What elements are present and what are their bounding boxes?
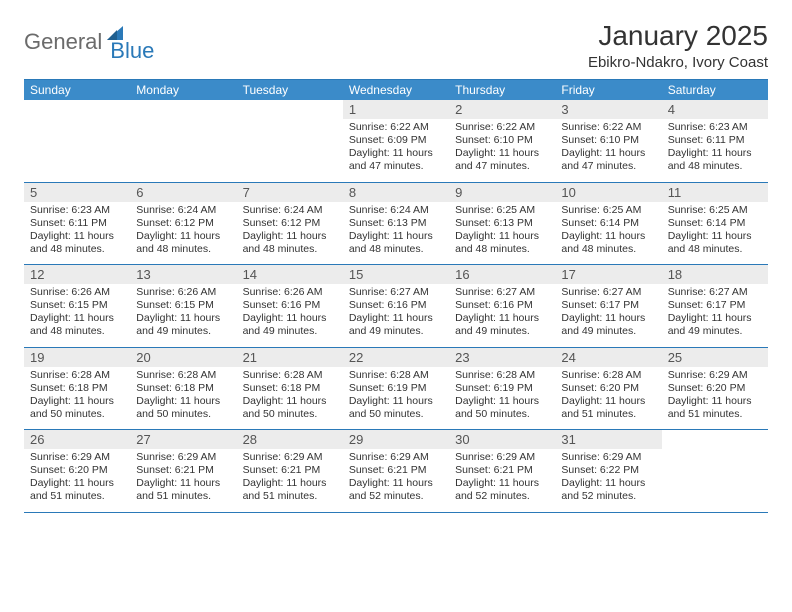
date-text-cell: Sunrise: 6:28 AMSunset: 6:19 PMDaylight:… [343,367,449,430]
date-number-cell: 29 [343,430,449,450]
date-text-cell: Sunrise: 6:24 AMSunset: 6:13 PMDaylight:… [343,202,449,265]
date-number-cell: 15 [343,265,449,285]
date-text-cell: Sunrise: 6:28 AMSunset: 6:19 PMDaylight:… [449,367,555,430]
date-text-cell: Sunrise: 6:27 AMSunset: 6:16 PMDaylight:… [343,284,449,347]
date-number-row: 12131415161718 [24,265,768,285]
date-number-cell: 1 [343,100,449,119]
date-number-cell: 16 [449,265,555,285]
date-number-cell: 27 [130,430,236,450]
date-number-cell: 25 [662,347,768,367]
date-number-cell [662,430,768,450]
date-number-row: 1234 [24,100,768,119]
date-number-cell: 28 [237,430,343,450]
calendar-page: General Blue January 2025 Ebikro-Ndakro,… [0,0,792,612]
date-text-cell: Sunrise: 6:27 AMSunset: 6:17 PMDaylight:… [662,284,768,347]
date-text-cell: Sunrise: 6:22 AMSunset: 6:10 PMDaylight:… [555,119,661,182]
date-number-cell: 26 [24,430,130,450]
date-text-cell: Sunrise: 6:26 AMSunset: 6:15 PMDaylight:… [130,284,236,347]
date-text-row: Sunrise: 6:26 AMSunset: 6:15 PMDaylight:… [24,284,768,347]
date-number-cell: 24 [555,347,661,367]
date-number-cell: 8 [343,182,449,202]
date-number-cell: 21 [237,347,343,367]
date-text-cell: Sunrise: 6:22 AMSunset: 6:09 PMDaylight:… [343,119,449,182]
date-number-cell: 18 [662,265,768,285]
date-text-cell: Sunrise: 6:24 AMSunset: 6:12 PMDaylight:… [237,202,343,265]
date-number-cell: 12 [24,265,130,285]
date-text-cell: Sunrise: 6:23 AMSunset: 6:11 PMDaylight:… [24,202,130,265]
day-header-row: Sunday Monday Tuesday Wednesday Thursday… [24,80,768,101]
date-number-cell [24,100,130,119]
date-number-cell: 30 [449,430,555,450]
date-number-cell: 10 [555,182,661,202]
date-text-cell: Sunrise: 6:29 AMSunset: 6:20 PMDaylight:… [24,449,130,512]
calendar-table: Sunday Monday Tuesday Wednesday Thursday… [24,79,768,513]
date-text-cell: Sunrise: 6:26 AMSunset: 6:16 PMDaylight:… [237,284,343,347]
title-block: January 2025 Ebikro-Ndakro, Ivory Coast [588,20,768,71]
date-number-cell: 19 [24,347,130,367]
date-text-cell: Sunrise: 6:28 AMSunset: 6:20 PMDaylight:… [555,367,661,430]
date-text-cell: Sunrise: 6:26 AMSunset: 6:15 PMDaylight:… [24,284,130,347]
date-text-cell: Sunrise: 6:27 AMSunset: 6:17 PMDaylight:… [555,284,661,347]
date-number-cell: 14 [237,265,343,285]
date-text-cell: Sunrise: 6:29 AMSunset: 6:20 PMDaylight:… [662,367,768,430]
date-number-row: 567891011 [24,182,768,202]
date-text-cell: Sunrise: 6:28 AMSunset: 6:18 PMDaylight:… [130,367,236,430]
date-number-cell: 13 [130,265,236,285]
date-text-cell: Sunrise: 6:25 AMSunset: 6:14 PMDaylight:… [662,202,768,265]
month-title: January 2025 [588,20,768,52]
date-text-cell: Sunrise: 6:25 AMSunset: 6:14 PMDaylight:… [555,202,661,265]
date-number-cell: 31 [555,430,661,450]
brand-word-2: Blue [110,38,154,64]
date-text-cell: Sunrise: 6:28 AMSunset: 6:18 PMDaylight:… [237,367,343,430]
date-number-cell: 4 [662,100,768,119]
date-text-cell: Sunrise: 6:27 AMSunset: 6:16 PMDaylight:… [449,284,555,347]
date-text-row: Sunrise: 6:29 AMSunset: 6:20 PMDaylight:… [24,449,768,512]
date-text-cell [24,119,130,182]
date-number-cell: 3 [555,100,661,119]
date-number-cell: 2 [449,100,555,119]
day-header: Thursday [449,80,555,101]
date-number-cell: 22 [343,347,449,367]
date-text-cell: Sunrise: 6:29 AMSunset: 6:21 PMDaylight:… [237,449,343,512]
brand-word-1: General [24,29,102,55]
day-header: Sunday [24,80,130,101]
date-number-cell: 9 [449,182,555,202]
brand-logo: General Blue [24,20,154,64]
date-text-cell: Sunrise: 6:29 AMSunset: 6:21 PMDaylight:… [130,449,236,512]
location-text: Ebikro-Ndakro, Ivory Coast [588,54,768,71]
date-number-cell: 17 [555,265,661,285]
day-header: Tuesday [237,80,343,101]
date-text-cell: Sunrise: 6:25 AMSunset: 6:13 PMDaylight:… [449,202,555,265]
date-number-cell [237,100,343,119]
date-text-cell: Sunrise: 6:28 AMSunset: 6:18 PMDaylight:… [24,367,130,430]
date-number-cell: 6 [130,182,236,202]
date-number-cell: 11 [662,182,768,202]
date-text-row: Sunrise: 6:28 AMSunset: 6:18 PMDaylight:… [24,367,768,430]
calendar-body: 1234Sunrise: 6:22 AMSunset: 6:09 PMDayli… [24,100,768,512]
date-text-cell [237,119,343,182]
day-header: Saturday [662,80,768,101]
date-number-row: 262728293031 [24,430,768,450]
date-text-cell: Sunrise: 6:22 AMSunset: 6:10 PMDaylight:… [449,119,555,182]
date-text-row: Sunrise: 6:23 AMSunset: 6:11 PMDaylight:… [24,202,768,265]
date-number-cell: 7 [237,182,343,202]
day-header: Monday [130,80,236,101]
date-text-cell: Sunrise: 6:29 AMSunset: 6:21 PMDaylight:… [449,449,555,512]
date-text-cell [130,119,236,182]
date-number-cell [130,100,236,119]
date-text-row: Sunrise: 6:22 AMSunset: 6:09 PMDaylight:… [24,119,768,182]
header-row: General Blue January 2025 Ebikro-Ndakro,… [24,20,768,71]
date-number-cell: 20 [130,347,236,367]
date-text-cell: Sunrise: 6:23 AMSunset: 6:11 PMDaylight:… [662,119,768,182]
date-number-cell: 5 [24,182,130,202]
date-number-row: 19202122232425 [24,347,768,367]
date-text-cell: Sunrise: 6:29 AMSunset: 6:22 PMDaylight:… [555,449,661,512]
date-text-cell: Sunrise: 6:29 AMSunset: 6:21 PMDaylight:… [343,449,449,512]
day-header: Wednesday [343,80,449,101]
day-header: Friday [555,80,661,101]
date-text-cell: Sunrise: 6:24 AMSunset: 6:12 PMDaylight:… [130,202,236,265]
date-number-cell: 23 [449,347,555,367]
date-text-cell [662,449,768,512]
